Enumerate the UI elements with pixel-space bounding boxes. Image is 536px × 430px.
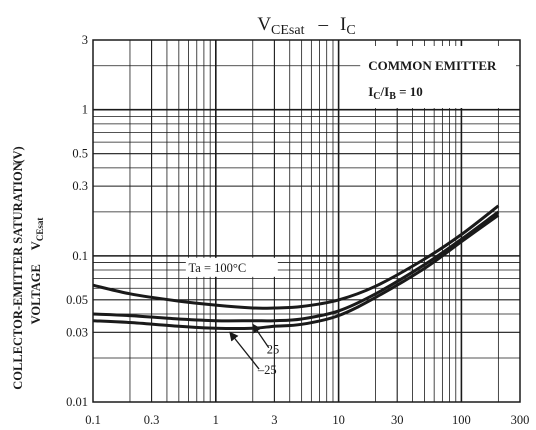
plot-frame [92,39,521,403]
x-tick-label: 1 [213,413,219,427]
x-tick-label: 10 [332,413,345,427]
series-label-100: Ta = 100°C [189,261,247,275]
y-tick-label: 0.5 [72,147,88,161]
y-tick-label: 0.3 [72,179,88,193]
legend-box: COMMON EMITTER IC/IB = 10 [360,46,516,108]
title-v-sub: CEsat [271,23,305,38]
x-tick-label: 0.3 [144,413,160,427]
y-axis-label-symbol-sub: CEsat [35,218,45,242]
y-tick-label: 0.05 [66,293,88,307]
grid [93,40,520,402]
series-group [92,204,500,330]
y-axis-label: COLLECTOR-EMITTER SATURATION VOLTAGE VCEs… [11,146,45,389]
x-tick-labels: 0.1 0.3 1 3 10 30 100 300 [85,413,529,427]
legend-line2: IC/IB = 10 [368,84,423,102]
legend-ratio: = 10 [396,84,423,99]
y-tick-label: 0.1 [72,249,88,263]
series-labels: Ta = 100°C 25 –25 [185,257,280,377]
y-axis-label-voltage: VOLTAGE [29,264,43,324]
x-tick-label: 300 [511,413,530,427]
y-tick-label: 0.01 [66,395,88,409]
y-axis-unit: (V) [11,146,25,163]
legend-ib-sub: B [389,91,396,102]
arrow-25 [252,323,270,349]
y-tick-label: 1 [82,103,88,117]
legend-ic: I [368,84,373,99]
title-dash: – [318,14,329,35]
plot-area [92,39,521,403]
series-line-1 [92,210,500,323]
legend-box-bg [360,46,516,108]
y-axis-label-line1: COLLECTOR-EMITTER SATURATION [11,162,25,389]
title-i-sub: C [346,23,355,38]
title-i: I [340,14,346,35]
series-line-0 [92,204,500,310]
x-tick-label: 30 [391,413,404,427]
y-tick-labels: 0.01 0.03 0.05 0.1 0.3 0.5 1 3 [66,33,88,409]
legend-ic-sub: C [373,91,380,102]
x-tick-label: 3 [271,413,277,427]
chart-title: VCEsat – IC [257,14,355,38]
legend-ib: /I [380,84,390,99]
series-label-25: 25 [267,342,280,356]
y-tick-label: 0.03 [66,325,88,339]
y-axis-label-line2: VOLTAGE VCEsat [29,218,45,325]
y-axis-label-symbol: V [29,241,43,250]
series-line-2 [92,213,500,330]
y-tick-label: 3 [82,33,88,47]
arrow-minus25 [229,331,260,370]
x-tick-label: 100 [452,413,471,427]
title-v: V [257,14,271,35]
legend-line1: COMMON EMITTER [368,58,497,73]
x-tick-label: 0.1 [85,413,101,427]
series-label-bg [185,257,278,277]
series-label-minus25: –25 [257,363,277,377]
